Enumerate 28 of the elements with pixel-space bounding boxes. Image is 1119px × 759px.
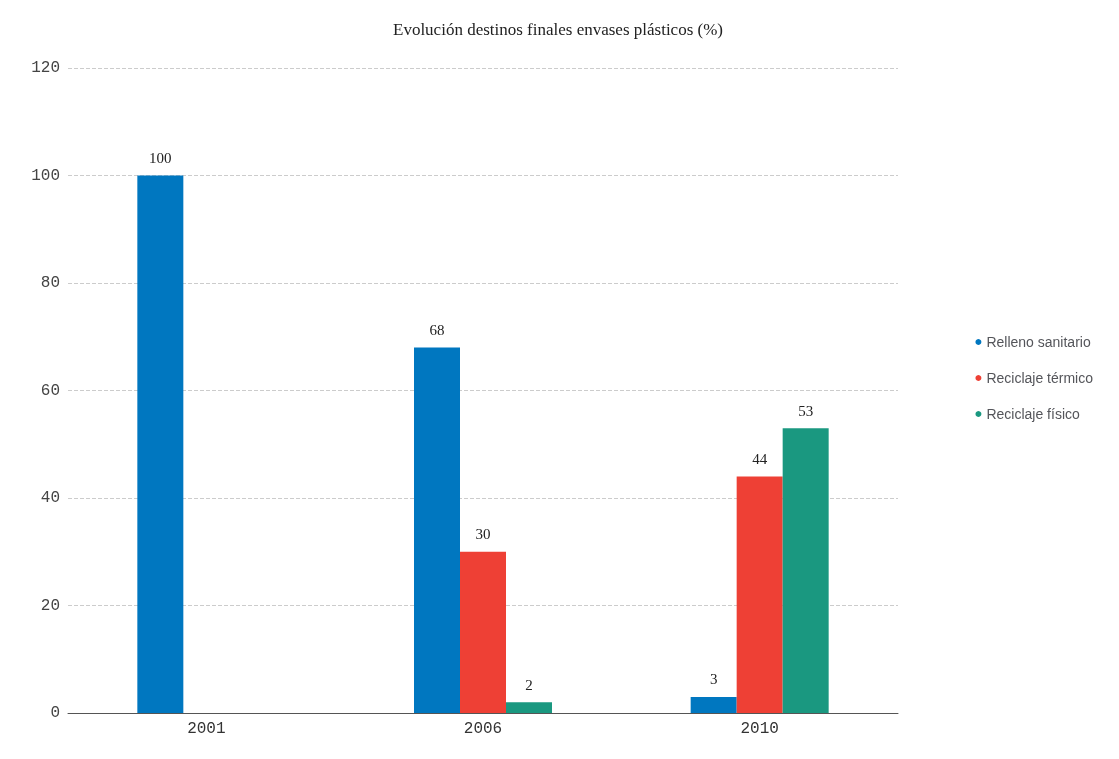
y-tick-label: 120 xyxy=(31,59,60,77)
data-label: 2 xyxy=(525,676,533,693)
y-tick-label: 100 xyxy=(31,166,60,185)
bar xyxy=(460,551,506,713)
data-label: 44 xyxy=(752,451,768,467)
y-tick-label: 20 xyxy=(40,596,60,615)
data-label: 100 xyxy=(149,150,172,166)
data-label: 30 xyxy=(475,526,491,543)
y-tick-label: 40 xyxy=(40,489,60,507)
legend-label: Relleno sanitario xyxy=(986,334,1091,350)
x-tick-label: 2001 xyxy=(187,720,226,738)
chart-title: Evolución destinos finales envases plásticos (%) xyxy=(392,20,724,39)
bar xyxy=(506,702,552,713)
legend-label: Reciclaje físico xyxy=(986,406,1080,422)
y-tick-label: 80 xyxy=(40,274,60,292)
bar xyxy=(782,428,829,713)
data-label: 53 xyxy=(798,402,814,419)
bar xyxy=(690,696,737,713)
y-tick-label: 60 xyxy=(40,381,60,400)
y-tick-label: 0 xyxy=(50,704,60,722)
bar xyxy=(736,476,783,713)
x-tick-label: 2010 xyxy=(740,720,779,738)
x-tick-label: 2006 xyxy=(463,720,503,738)
data-label: 68 xyxy=(429,322,445,338)
data-label: 3 xyxy=(709,671,718,688)
bar xyxy=(137,175,184,713)
legend-label: Reciclaje térmico xyxy=(986,370,1094,386)
bar xyxy=(414,347,460,713)
